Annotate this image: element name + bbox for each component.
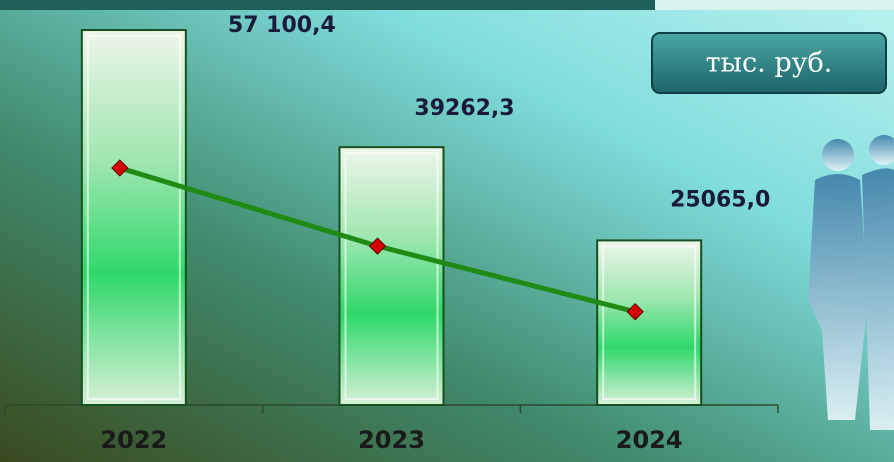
bar: [340, 147, 444, 405]
x-tick-label: 2023: [358, 426, 425, 454]
value-label: 39262,3: [414, 96, 514, 121]
top-strip-light: [655, 0, 894, 10]
bar: [597, 240, 701, 405]
bar: [82, 30, 186, 405]
x-tick-label: 2022: [100, 426, 167, 454]
unit-label: тыс. руб.: [706, 48, 833, 79]
value-label: 57 100,4: [228, 13, 336, 38]
top-strip: [0, 0, 655, 10]
value-label: 25065,0: [670, 187, 770, 212]
chart: тыс. руб. 2022 2023 2024 57 100,4 39262,3 250…: [0, 0, 894, 462]
x-tick-label: 2024: [616, 426, 683, 454]
